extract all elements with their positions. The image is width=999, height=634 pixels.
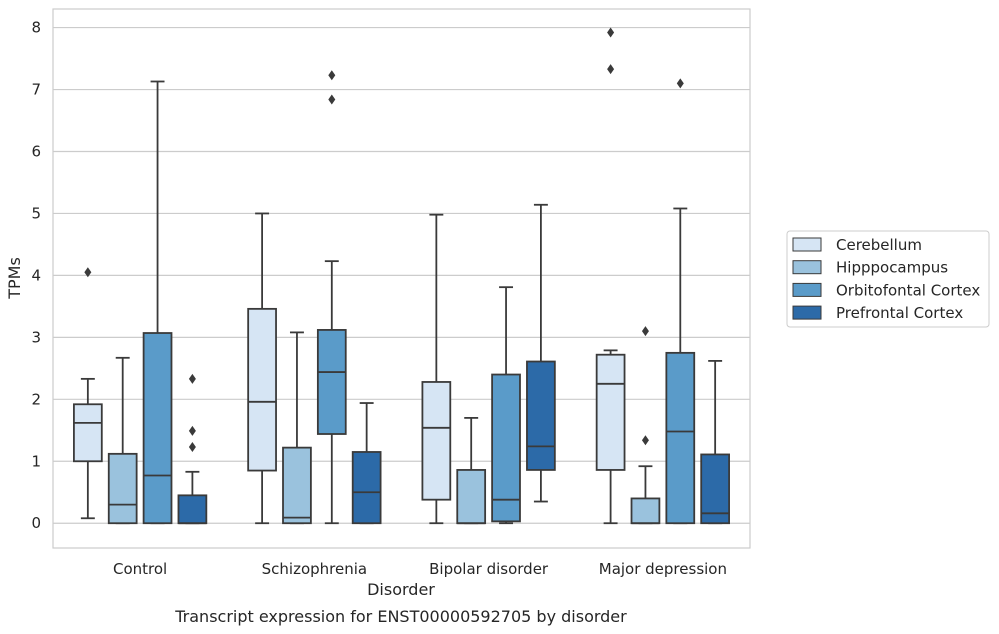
y-tick-label: 1: [31, 452, 41, 470]
box-3-0: [595, 27, 626, 525]
box-iqr: [282, 446, 312, 525]
box-iqr: [421, 381, 452, 501]
y-tick-label: 7: [31, 81, 41, 99]
legend-swatch: [792, 260, 822, 275]
box-1-2: [316, 70, 347, 525]
boxes-layer: [73, 27, 730, 525]
y-tick-label: 5: [31, 204, 41, 222]
box-1-0: [247, 212, 277, 525]
outlier-point: [84, 267, 92, 278]
box-iqr: [665, 351, 696, 525]
box-iqr: [630, 497, 661, 525]
box-3-2: [665, 78, 696, 525]
legend-label: Prefrontal Cortex: [836, 304, 963, 322]
outlier-point: [641, 435, 649, 446]
x-axis-label: Disorder: [367, 580, 435, 599]
box-iqr: [595, 353, 626, 471]
legend-label: Cerebellum: [836, 236, 922, 254]
outlier-point: [676, 78, 684, 89]
box-iqr: [491, 373, 521, 523]
box-iqr: [247, 307, 277, 472]
box-3-3: [700, 359, 730, 525]
x-tick-labels: Control Schizophrenia Bipolar disorder Majo…: [113, 560, 727, 578]
x-tick-label: Major depression: [599, 560, 727, 578]
y-tick-label: 3: [31, 328, 41, 346]
y-tick-label: 8: [31, 19, 41, 37]
legend-frame: [786, 230, 990, 328]
box-iqr: [107, 452, 138, 525]
legend-swatch: [792, 305, 822, 320]
legend: Cerebellum Hipppocampus Orbitofontal Corte…: [786, 230, 990, 328]
y-tick-label: 4: [31, 266, 41, 284]
box-iqr: [142, 332, 173, 525]
box-0-1: [107, 356, 138, 525]
chart-caption: Transcript expression for ENST0000059270…: [174, 607, 627, 626]
x-tick-label: Bipolar disorder: [429, 560, 549, 578]
box-0-3: [177, 373, 208, 525]
plot-frame: [52, 8, 751, 549]
outlier-point: [188, 425, 196, 436]
box-iqr: [177, 494, 208, 525]
box-2-1: [456, 416, 487, 525]
box-2-3: [526, 203, 556, 503]
outlier-point: [607, 27, 615, 38]
box-2-0: [421, 213, 452, 525]
box-iqr: [351, 451, 382, 525]
box-iqr: [456, 469, 487, 525]
outlier-point: [328, 94, 336, 105]
outlier-point: [328, 70, 336, 81]
y-tick-labels: 0 1 2 3 4 5 6 7 8: [31, 19, 41, 533]
outlier-point: [641, 326, 649, 337]
legend-swatch: [792, 282, 822, 297]
legend-label: Orbitofontal Cortex: [836, 281, 980, 299]
y-tick-label: 0: [31, 514, 41, 532]
outlier-point: [188, 442, 196, 453]
outlier-point: [188, 373, 196, 384]
box-iqr: [526, 360, 556, 471]
legend-swatch: [792, 237, 822, 252]
box-1-1: [282, 331, 312, 525]
x-tick-label: Control: [113, 560, 167, 578]
box-iqr: [700, 453, 730, 525]
box-0-0: [73, 267, 103, 520]
box-iqr: [316, 329, 347, 435]
box-2-2: [491, 286, 521, 525]
y-axis-label: TPMs: [5, 257, 24, 300]
legend-label: Hipppocampus: [836, 259, 948, 277]
box-iqr: [73, 403, 103, 463]
box-0-2: [142, 80, 173, 525]
x-tick-label: Schizophrenia: [262, 560, 367, 578]
y-tick-label: 2: [31, 390, 41, 408]
y-tick-label: 6: [31, 142, 41, 160]
box-3-1: [630, 326, 661, 525]
box-1-3: [351, 402, 382, 525]
outlier-point: [607, 64, 615, 75]
